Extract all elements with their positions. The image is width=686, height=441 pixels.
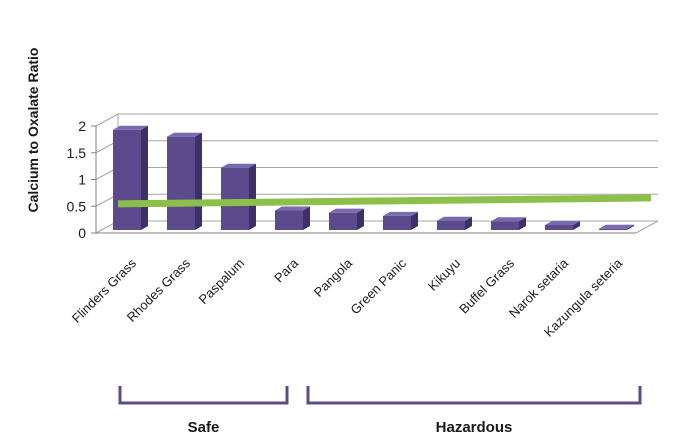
bar [599,224,634,230]
bar-side [573,220,580,230]
group-label: Safe [188,419,220,436]
bar-front [545,224,573,230]
bar-front [113,129,141,230]
bar [221,163,256,230]
bar-top [383,211,418,216]
x-tick-label: Para [271,255,302,286]
group-bracket [306,386,642,405]
bars [113,125,634,230]
bar [113,125,148,230]
gridline-side [95,113,119,127]
bar [437,216,472,230]
bar-side [465,216,472,230]
x-tick-label: Green Panic [347,255,409,317]
bar [491,217,526,230]
bar-side [249,163,256,230]
bar [383,211,418,230]
group-brackets: Safe Hazardous [118,386,642,436]
bar-side [303,206,310,230]
bar-side [519,217,526,230]
x-tick-label: Kikuyu [425,256,463,294]
bar-side [141,125,148,230]
bar [167,132,202,230]
bar-top [167,132,202,137]
bar-top [329,208,364,213]
threshold-line-stroke [117,194,652,208]
bar-side [627,224,634,230]
bar-top [113,125,148,130]
bar-front [599,228,627,230]
y-axis-title: Calcium to Oxalate Ratio [25,48,41,213]
threshold-line [117,194,652,208]
bar-side [411,211,418,230]
y-tick-label: 2 [78,118,86,134]
bar-side [357,208,364,230]
bar-front [383,215,411,230]
bar-top [275,206,310,211]
x-tick-label: Paspalum [196,256,247,307]
bar-top [437,216,472,221]
bar-top [221,163,256,168]
y-tick-label: 0.5 [67,198,87,214]
y-tick-label: 1.5 [67,145,87,161]
bar-front [275,210,303,230]
bar [275,206,310,230]
bar [545,220,580,230]
bar [329,208,364,230]
bar-front [437,220,465,230]
group-label: Hazardous [436,419,513,436]
x-tick-label: Pangola [311,255,356,300]
bar-top [491,217,526,222]
y-tick-label: 1 [78,172,86,188]
bar-side [195,132,202,230]
y-tick-label: 0 [78,225,86,241]
bar-front [491,221,519,230]
bar-front [221,167,249,230]
gridlines [95,113,658,234]
bar-front [167,136,195,230]
group-bracket [118,386,289,405]
floor-right-edge [635,220,659,234]
bar-top [599,224,634,229]
bar-top [545,220,580,225]
bar-front [329,212,357,230]
axes: 0 0.5 1 1.5 2 [67,114,659,241]
